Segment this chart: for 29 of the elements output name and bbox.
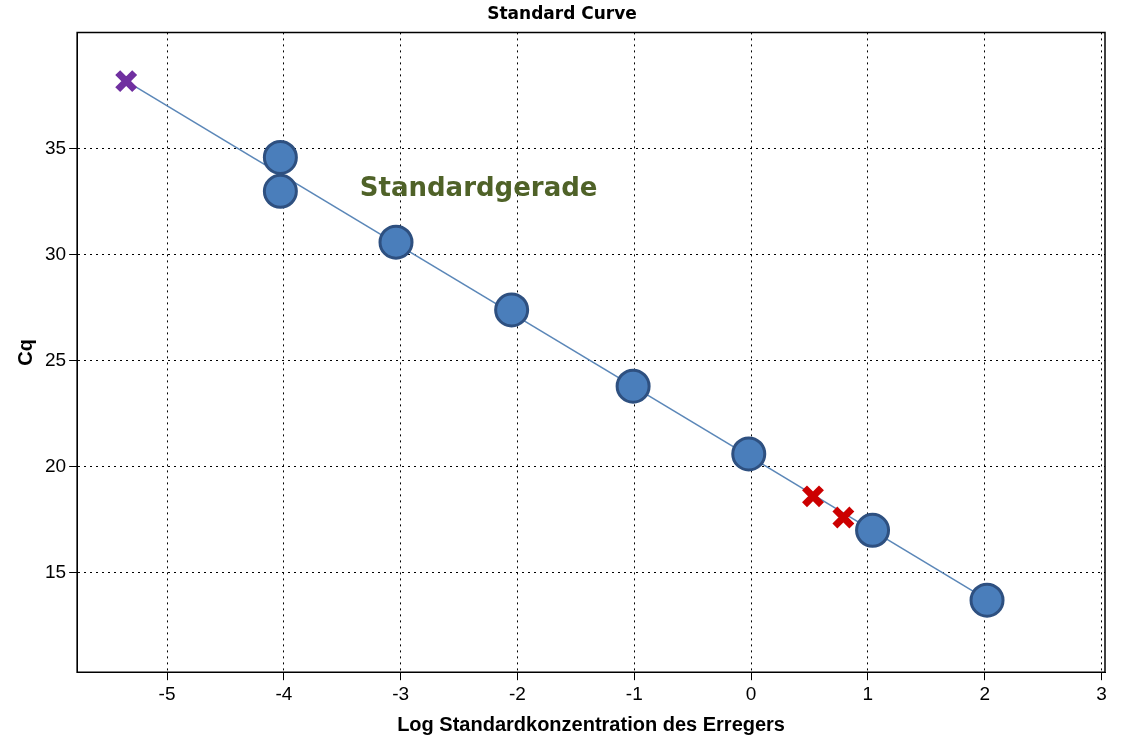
chart-title: Standard Curve [487, 2, 637, 23]
y-tick-label: 25 [44, 349, 67, 371]
point [262, 139, 298, 175]
x-tick-label: -5 [158, 682, 176, 704]
x-tick-label: -3 [392, 682, 410, 704]
y-tick-label: 20 [44, 454, 67, 476]
point [262, 173, 298, 209]
point [831, 505, 856, 530]
point [969, 582, 1005, 618]
x-tick-label: -4 [275, 682, 293, 704]
x-tick-label: 3 [1096, 682, 1107, 704]
annotation: Standardgerade [359, 171, 598, 202]
point [731, 436, 767, 472]
point [855, 512, 891, 548]
point [378, 224, 414, 260]
point [615, 368, 651, 404]
point [114, 69, 139, 94]
y-tick-label: 35 [44, 137, 67, 159]
x-axis-title: Log Standardkonzentration des Erregers [397, 712, 785, 735]
point [494, 292, 530, 328]
x-tick-label: 0 [745, 682, 757, 704]
y-tick-label: 15 [44, 560, 67, 582]
x-tick-label: -2 [509, 682, 526, 704]
point [801, 484, 825, 509]
y-tick-label: 30 [44, 243, 67, 265]
x-tick-label: 2 [979, 682, 990, 704]
x-tick-label: 1 [862, 682, 874, 704]
y-axis-title: Cq [13, 338, 36, 366]
x-tick-label: -1 [625, 682, 643, 704]
